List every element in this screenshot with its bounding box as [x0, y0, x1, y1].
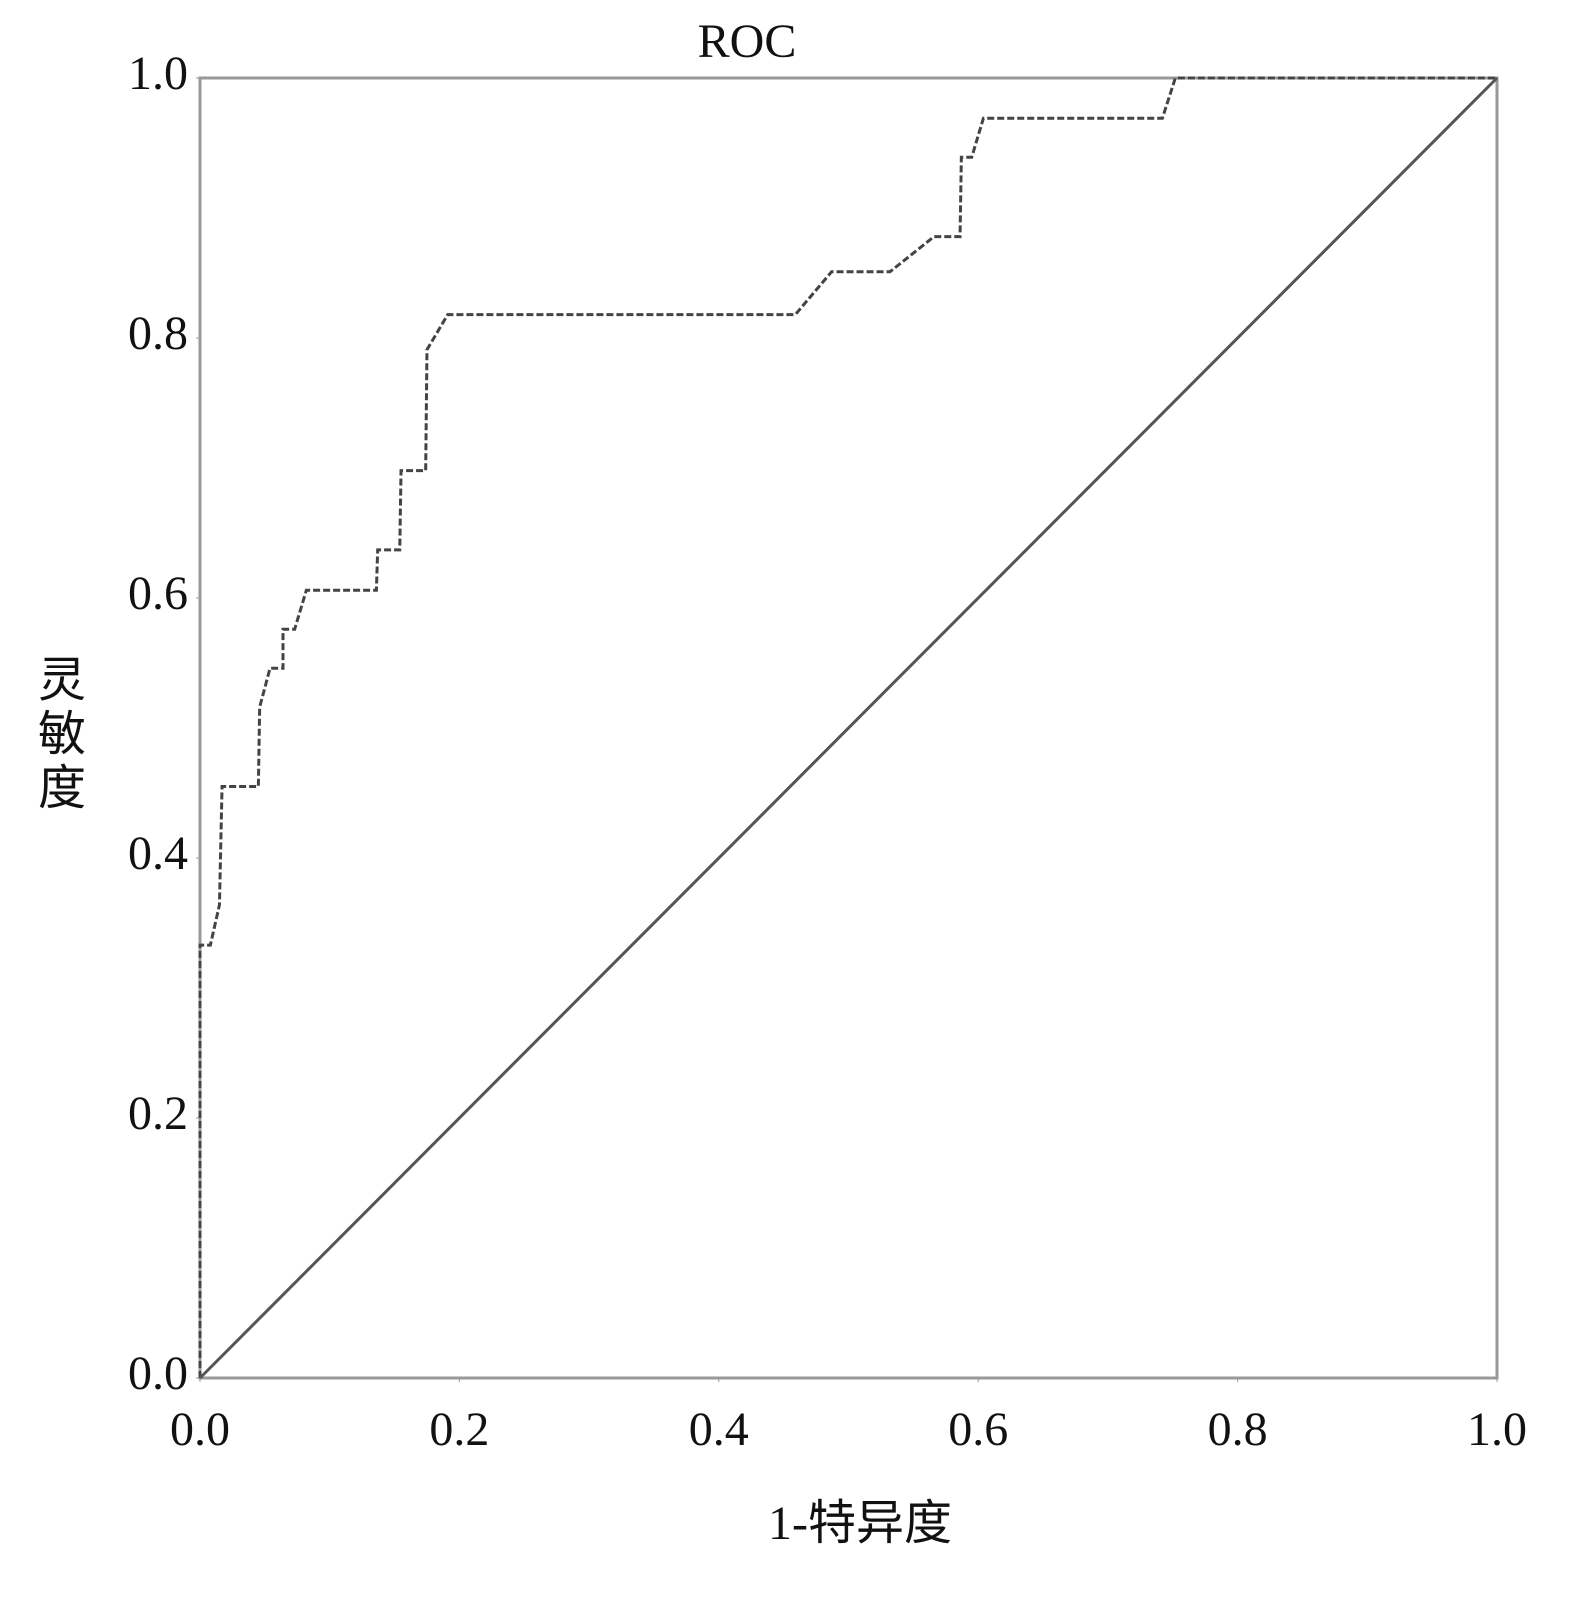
reference-line	[198, 76, 1499, 1380]
x-tick-label: 1.0	[1467, 1403, 1527, 1456]
y-tick-label: 0.6	[128, 567, 188, 620]
y-tick-label: 0.8	[128, 307, 188, 360]
x-tick-label: 0.4	[689, 1403, 749, 1456]
x-tick-label: 0.6	[948, 1403, 1008, 1456]
y-tick-label: 0.0	[128, 1347, 188, 1400]
x-axis-label: 1-特异度	[768, 1497, 952, 1550]
y-tick-label: 0.4	[128, 827, 188, 880]
y-tick-label: 1.0	[128, 47, 188, 100]
y-tick-label: 0.2	[128, 1087, 188, 1140]
roc-curve	[198, 76, 1497, 1378]
x-tick-label: 0.8	[1208, 1403, 1268, 1456]
chart-title: ROC	[698, 15, 797, 68]
y-axis-label: 灵敏度	[30, 654, 85, 816]
plot-frame	[198, 76, 1499, 1380]
x-tick-label: 0.2	[429, 1403, 489, 1456]
x-tick-label: 0.0	[170, 1403, 230, 1456]
